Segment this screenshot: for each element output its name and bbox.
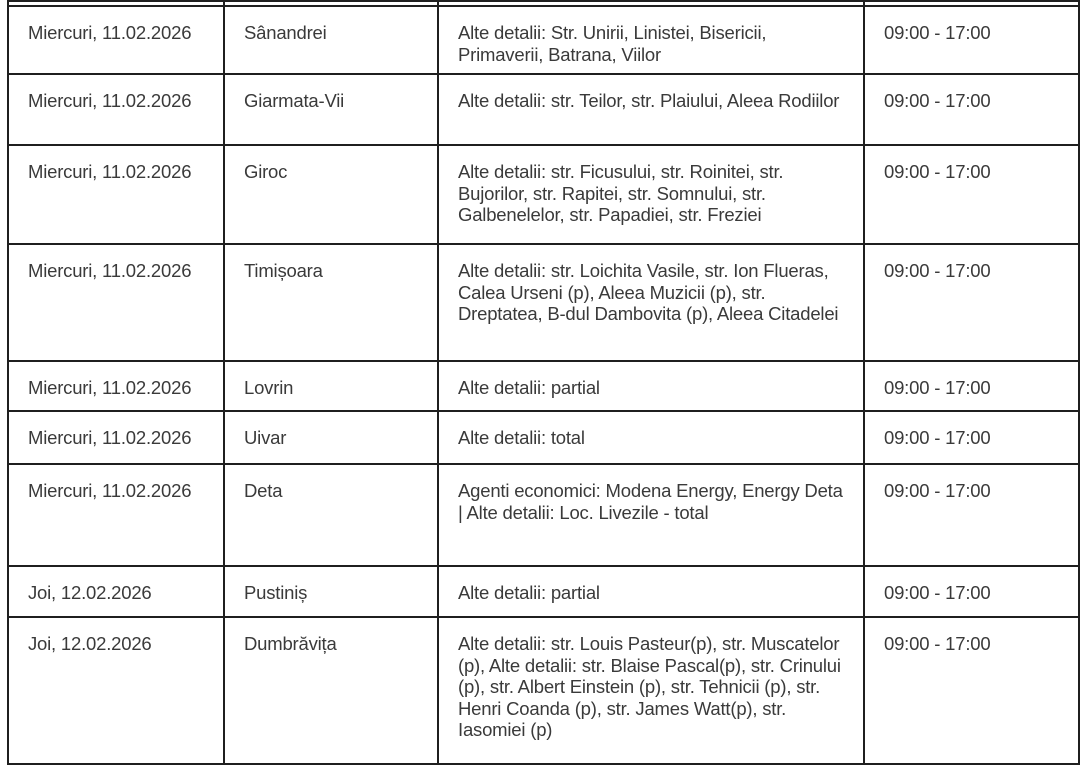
table-row: Joi, 12.02.2026 Dumbrăvița Alte detalii:… — [7, 616, 1080, 765]
cell-locality: Deta — [223, 463, 439, 567]
cell-date — [7, 0, 225, 7]
cell-interval: 09:00 - 17:00 — [863, 5, 1080, 75]
cell-locality — [223, 0, 439, 7]
cell-details: Alte detalii: partial — [437, 360, 865, 412]
cell-details: Alte detalii: partial — [437, 565, 865, 618]
cell-details: Alte detalii: total — [437, 410, 865, 465]
cell-details: Alte detalii: Str. Unirii, Linistei, Bis… — [437, 5, 865, 75]
table-row: Miercuri, 11.02.2026 Deta Agenti economi… — [7, 463, 1080, 567]
cell-date: Joi, 12.02.2026 — [7, 616, 225, 765]
cell-details — [437, 0, 865, 7]
cell-details: Alte detalii: str. Teilor, str. Plaiului… — [437, 73, 865, 146]
cell-interval: 09:00 - 17:00 — [863, 144, 1080, 245]
cell-details: Alte detalii: str. Loichita Vasile, str.… — [437, 243, 865, 362]
cell-details: Alte detalii: str. Louis Pasteur(p), str… — [437, 616, 865, 765]
cell-locality: Dumbrăvița — [223, 616, 439, 765]
cell-locality: Timișoara — [223, 243, 439, 362]
table-row-clipped — [7, 0, 1080, 7]
cell-locality: Uivar — [223, 410, 439, 465]
cell-locality: Giarmata-Vii — [223, 73, 439, 146]
cell-details: Agenti economici: Modena Energy, Energy … — [437, 463, 865, 567]
cell-interval: 09:00 - 17:00 — [863, 73, 1080, 146]
cell-locality: Sânandrei — [223, 5, 439, 75]
cell-interval: 09:00 - 17:00 — [863, 463, 1080, 567]
cell-date: Miercuri, 11.02.2026 — [7, 73, 225, 146]
cell-interval: 09:00 - 17:00 — [863, 360, 1080, 412]
cell-date: Miercuri, 11.02.2026 — [7, 463, 225, 567]
cell-date: Miercuri, 11.02.2026 — [7, 243, 225, 362]
outage-schedule-table: Miercuri, 11.02.2026 Sânandrei Alte deta… — [7, 0, 1080, 765]
cell-date: Miercuri, 11.02.2026 — [7, 360, 225, 412]
cell-date: Joi, 12.02.2026 — [7, 565, 225, 618]
cell-date: Miercuri, 11.02.2026 — [7, 144, 225, 245]
cell-locality: Lovrin — [223, 360, 439, 412]
cell-interval — [863, 0, 1080, 7]
cell-details: Alte detalii: str. Ficusului, str. Roini… — [437, 144, 865, 245]
cell-interval: 09:00 - 17:00 — [863, 565, 1080, 618]
cell-interval: 09:00 - 17:00 — [863, 616, 1080, 765]
cell-interval: 09:00 - 17:00 — [863, 243, 1080, 362]
table-row: Miercuri, 11.02.2026 Lovrin Alte detalii… — [7, 360, 1080, 412]
table-row: Miercuri, 11.02.2026 Uivar Alte detalii:… — [7, 410, 1080, 465]
table-row: Miercuri, 11.02.2026 Timișoara Alte deta… — [7, 243, 1080, 362]
cell-date: Miercuri, 11.02.2026 — [7, 5, 225, 75]
cell-locality: Pustiniș — [223, 565, 439, 618]
table-row: Miercuri, 11.02.2026 Giarmata-Vii Alte d… — [7, 73, 1080, 146]
table-row: Joi, 12.02.2026 Pustiniș Alte detalii: p… — [7, 565, 1080, 618]
cell-interval: 09:00 - 17:00 — [863, 410, 1080, 465]
table-row: Miercuri, 11.02.2026 Sânandrei Alte deta… — [7, 5, 1080, 75]
cell-locality: Giroc — [223, 144, 439, 245]
cell-date: Miercuri, 11.02.2026 — [7, 410, 225, 465]
table-row: Miercuri, 11.02.2026 Giroc Alte detalii:… — [7, 144, 1080, 245]
